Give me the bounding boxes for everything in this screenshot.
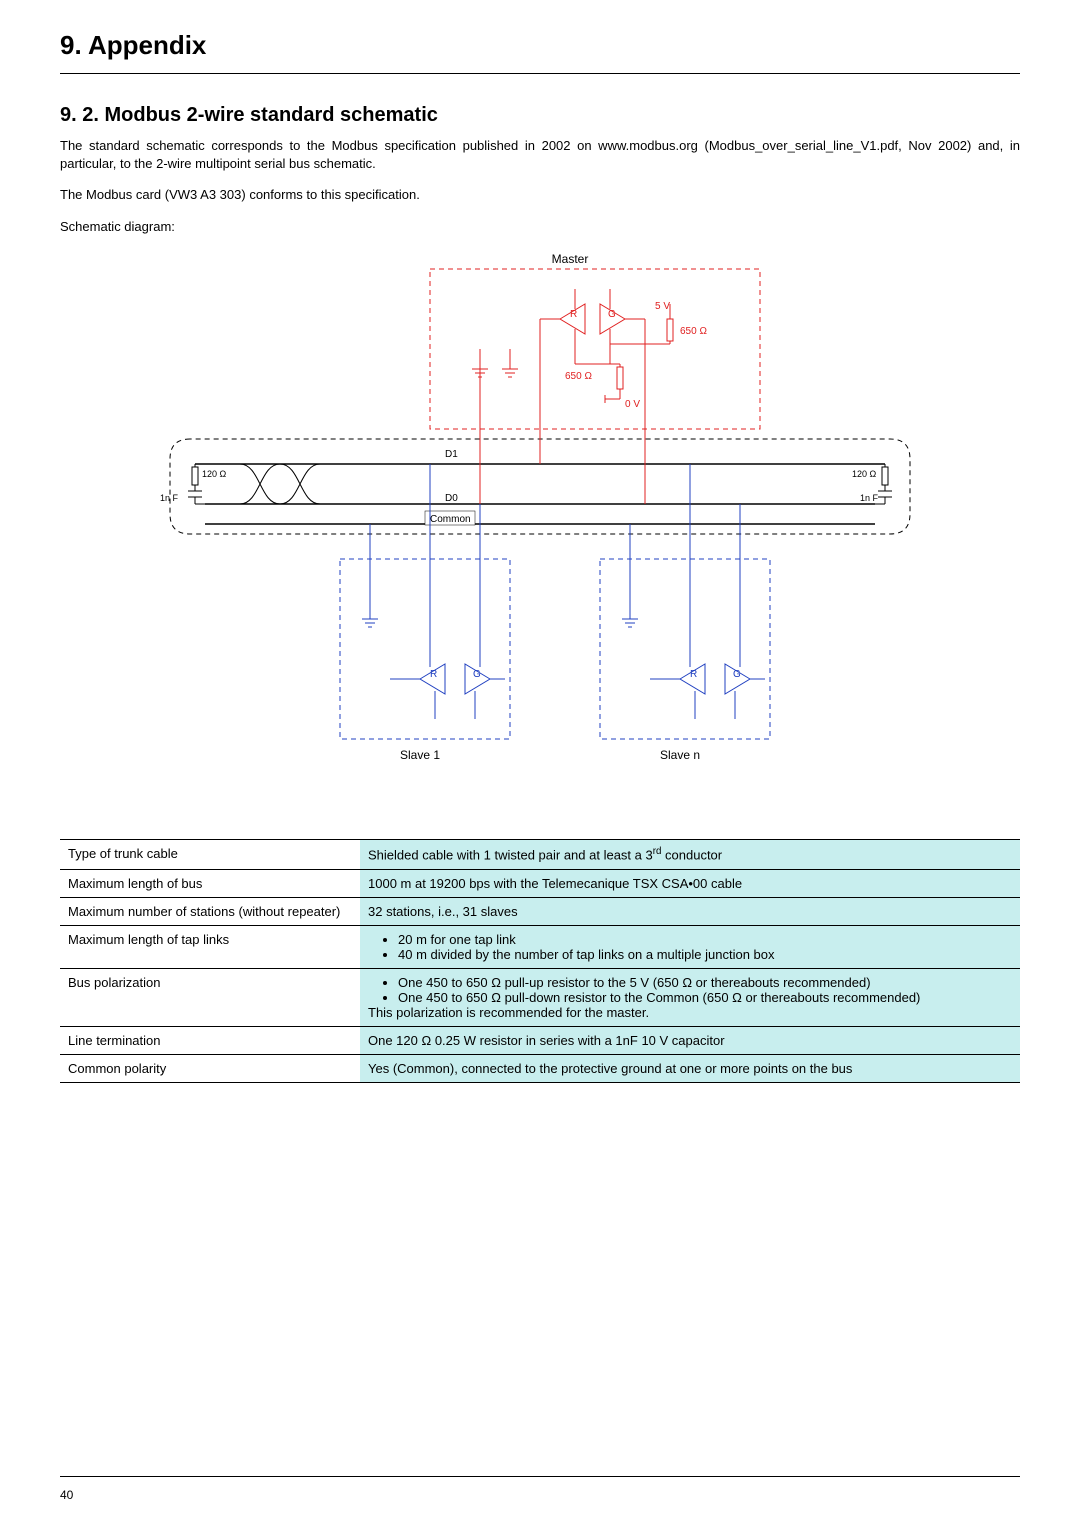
svg-text:D1: D1 (445, 449, 458, 460)
svg-text:G: G (733, 669, 741, 680)
spec-value: Yes (Common), connected to the protectiv… (360, 1054, 1020, 1082)
master-label: Master (552, 252, 589, 266)
svg-text:G: G (608, 309, 616, 320)
spec-value: One 120 Ω 0.25 W resistor in series with… (360, 1026, 1020, 1054)
diagram-label-paragraph: Schematic diagram: (60, 218, 1020, 236)
svg-text:5 V: 5 V (655, 301, 670, 312)
svg-text:Slave n: Slave n (660, 748, 700, 762)
spec-label: Maximum number of stations (without repe… (60, 897, 360, 925)
header-rule (60, 73, 1020, 74)
svg-text:Slave 1: Slave 1 (400, 748, 440, 762)
spec-label: Type of trunk cable (60, 840, 360, 869)
intro-paragraph: The standard schematic corresponds to th… (60, 137, 1020, 172)
svg-text:R: R (430, 669, 437, 680)
svg-text:650 Ω: 650 Ω (565, 371, 592, 382)
svg-text:1n F: 1n F (860, 493, 879, 503)
spec-label: Line termination (60, 1026, 360, 1054)
svg-text:Common: Common (430, 514, 471, 525)
spec-value: 32 stations, i.e., 31 slaves (360, 897, 1020, 925)
svg-text:120 Ω: 120 Ω (852, 469, 877, 479)
page-title: 9. Appendix (60, 30, 1020, 61)
spec-label: Common polarity (60, 1054, 360, 1082)
spec-label: Maximum length of tap links (60, 925, 360, 968)
spec-label: Bus polarization (60, 968, 360, 1026)
footer-rule (60, 1476, 1020, 1477)
svg-text:0 V: 0 V (625, 399, 640, 410)
page-number: 40 (60, 1488, 73, 1502)
svg-text:120 Ω: 120 Ω (202, 469, 227, 479)
spec-value: One 450 to 650 Ω pull-up resistor to the… (360, 968, 1020, 1026)
spec-value: 1000 m at 19200 bps with the Telemecaniq… (360, 869, 1020, 897)
svg-text:D0: D0 (445, 493, 458, 504)
conformance-paragraph: The Modbus card (VW3 A3 303) conforms to… (60, 186, 1020, 204)
svg-text:G: G (473, 669, 481, 680)
svg-text:R: R (690, 669, 697, 680)
spec-value: 20 m for one tap link40 m divided by the… (360, 925, 1020, 968)
svg-text:R: R (570, 309, 577, 320)
svg-text:1n F: 1n F (160, 493, 179, 503)
spec-value: Shielded cable with 1 twisted pair and a… (360, 840, 1020, 869)
schematic-diagram: Master R G 5 V 650 Ω 650 Ω 0 V (130, 249, 950, 809)
spec-table: Type of trunk cableShielded cable with 1… (60, 839, 1020, 1082)
svg-text:650 Ω: 650 Ω (680, 326, 707, 337)
spec-label: Maximum length of bus (60, 869, 360, 897)
section-heading: 9. 2. Modbus 2-wire standard schematic (60, 104, 1020, 127)
